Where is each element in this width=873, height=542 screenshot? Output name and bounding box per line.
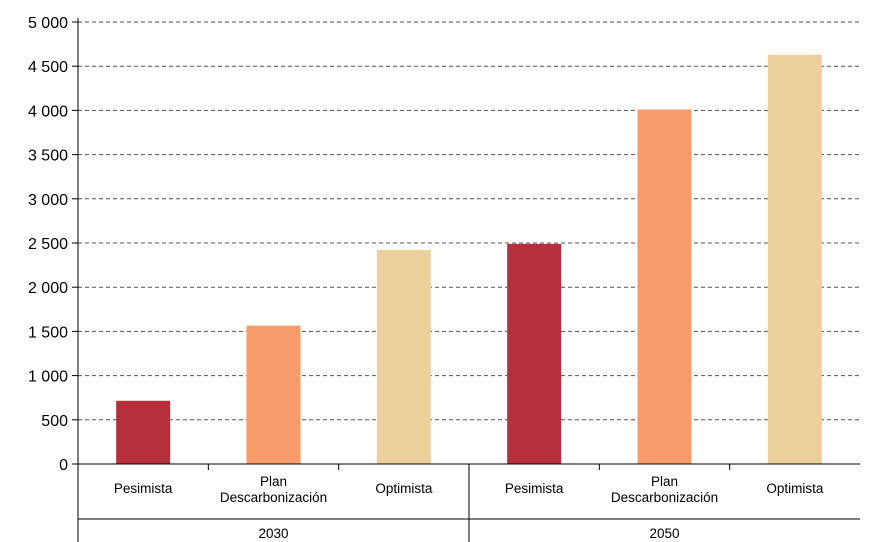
bars [116, 54, 822, 465]
category-label: Plan [651, 474, 678, 489]
y-tick-label: 5 000 [28, 15, 68, 32]
y-tick-label: 4 000 [28, 103, 68, 120]
category-label: Pesimista [505, 481, 564, 496]
category-label: Descarbonización [220, 490, 327, 505]
category-label: Optimista [375, 481, 433, 496]
category-label: Plan [260, 474, 287, 489]
y-tick-label: 500 [41, 413, 68, 430]
bar-2050-optimista [767, 54, 822, 464]
bar-2050-plan-descarbonización [637, 109, 692, 465]
bar-2050-pesimista [507, 243, 562, 464]
axes [72, 18, 860, 542]
y-tick-label: 4 500 [28, 59, 68, 76]
bar-2030-optimista [376, 250, 431, 464]
group-label: 2050 [649, 526, 679, 541]
group-labels: 2030 2050 [258, 526, 679, 541]
y-tick-label: 0 [59, 457, 68, 474]
y-tick-label: 3 000 [28, 192, 68, 209]
bar-2030-plan-descarbonización [246, 325, 301, 464]
bar-2030-pesimista [116, 400, 171, 464]
gridlines [78, 21, 860, 421]
y-tick-label: 2 500 [28, 236, 68, 253]
group-label: 2030 [258, 526, 288, 541]
y-tick-label: 3 500 [28, 148, 68, 165]
category-label: Optimista [766, 481, 824, 496]
y-tick-labels: 0 500 1 000 1 500 2 000 2 500 3 000 3 500 4 000 4… [28, 15, 68, 474]
category-label: Pesimista [114, 481, 173, 496]
y-tick-label: 1 500 [28, 324, 68, 341]
y-tick-label: 2 000 [28, 280, 68, 297]
category-label: Descarbonización [611, 490, 718, 505]
y-tick-label: 1 000 [28, 369, 68, 386]
